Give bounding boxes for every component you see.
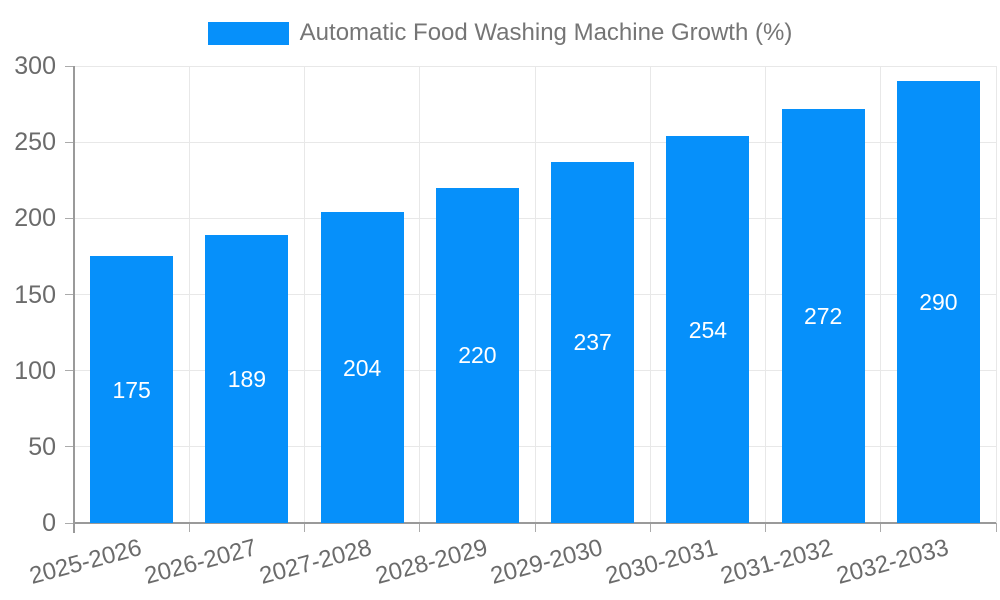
x-tick [880,523,882,532]
x-gridline [995,66,997,523]
bar-value-label: 189 [227,366,267,393]
bar-value-label: 237 [573,329,612,356]
bar-value-label: 220 [458,342,497,369]
bar-value-label: 254 [688,316,728,343]
bar-value-label: 272 [803,302,843,329]
x-tick [304,523,305,532]
bar[interactable]: 220 [435,187,519,523]
plot-area: 0 50 100 150 200 250 300 175 189 204 220 237 254 272 2… [14,53,997,590]
x-tick [419,523,421,532]
bar-value-label: 175 [112,376,151,403]
x-axis-line [74,522,996,524]
bar[interactable]: 254 [666,136,750,523]
bar[interactable]: 189 [205,235,289,523]
bar[interactable]: 237 [551,161,635,523]
bar[interactable]: 272 [781,108,865,523]
y-tick [65,446,73,448]
y-tick [65,141,73,143]
x-axis-label: 2026-2027 [141,534,260,590]
y-axis-label: 250 [14,128,56,157]
bar[interactable]: 290 [896,81,980,523]
legend-label: Automatic Food Washing Machine Growth (%… [299,19,793,46]
x-gridline [419,66,421,523]
x-tick [188,523,190,532]
y-axis-label: 50 [28,432,56,461]
x-gridline [765,66,766,523]
x-gridline [880,66,882,523]
y-axis-label: 100 [14,356,56,385]
x-axis-label: 2031-2032 [717,534,836,590]
y-axis-label: 200 [14,204,56,233]
x-gridline [188,66,190,523]
y-tick [65,294,73,295]
bar-value-label: 204 [342,354,382,381]
legend[interactable]: Automatic Food Washing Machine Growth (%… [0,19,1000,47]
x-axis-label: 2028-2029 [372,534,491,590]
x-axis-label: 2027-2028 [256,534,375,590]
x-axis-label: 2030-2031 [602,534,721,590]
y-tick [65,370,73,372]
x-axis-label: 2025-2026 [26,534,145,590]
x-gridline [534,66,536,523]
y-tick [65,522,73,524]
y-tick [65,217,73,219]
y-tick [65,65,73,67]
y-axis-label: 150 [14,280,56,309]
x-axis-label: 2032-2033 [833,534,952,590]
x-gridline [304,66,305,523]
bar[interactable]: 175 [90,256,174,523]
x-tick [534,523,536,532]
x-tick [995,523,997,532]
x-axis-label: 2029-2030 [487,534,606,590]
bar-value-label: 290 [919,289,958,316]
x-tick [765,523,766,532]
y-axis-label: 0 [42,509,56,537]
x-gridline [649,66,651,523]
legend-swatch [207,21,289,45]
bar[interactable]: 204 [320,212,404,523]
x-tick [649,523,651,532]
y-axis-line [73,66,75,533]
y-axis-label: 300 [14,52,56,80]
